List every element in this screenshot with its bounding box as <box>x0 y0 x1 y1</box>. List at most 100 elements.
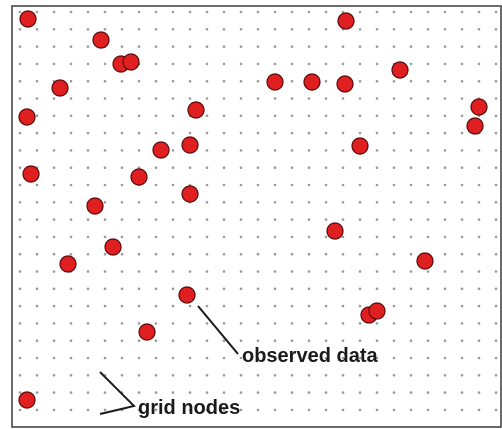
grid-node <box>290 252 294 256</box>
grid-node <box>358 322 362 325</box>
grid-node <box>69 97 73 100</box>
grid-node <box>409 114 413 118</box>
grid-node <box>341 391 345 394</box>
grid-node <box>35 10 39 14</box>
grid-node <box>103 391 107 394</box>
grid-node <box>307 391 311 394</box>
grid-node <box>392 391 396 394</box>
grid-node <box>494 28 498 31</box>
grid-node <box>290 408 294 412</box>
grid-node <box>273 339 277 343</box>
grid-node <box>120 252 124 256</box>
observed-data-point <box>181 185 199 203</box>
grid-node <box>324 45 328 48</box>
grid-node <box>477 304 481 308</box>
grid-node <box>137 97 141 100</box>
grid-node <box>103 322 107 325</box>
grid-node <box>307 304 311 308</box>
grid-node <box>120 79 124 83</box>
grid-node <box>392 252 396 256</box>
grid-node <box>120 287 124 291</box>
grid-node <box>256 408 260 412</box>
grid-node <box>358 183 362 187</box>
grid-node <box>103 201 107 204</box>
grid-node <box>324 356 328 360</box>
grid-node <box>86 28 90 31</box>
grid-node <box>375 131 379 135</box>
grid-node <box>256 97 260 100</box>
observed-data-point <box>326 222 344 240</box>
grid-node <box>256 10 260 14</box>
grid-node <box>239 97 243 100</box>
grid-node <box>341 356 345 360</box>
grid-node <box>375 356 379 360</box>
grid-node <box>324 28 328 31</box>
grid-node <box>273 304 277 308</box>
grid-node <box>477 356 481 360</box>
grid-node <box>494 374 498 377</box>
grid-node <box>103 252 107 256</box>
grid-node <box>256 183 260 187</box>
grid-node <box>460 252 464 256</box>
grid-node <box>477 322 481 325</box>
grid-node <box>443 252 447 256</box>
grid-node <box>86 270 90 273</box>
grid-node <box>341 149 345 152</box>
grid-node <box>273 201 277 204</box>
grid-node <box>409 391 413 394</box>
grid-node <box>375 322 379 325</box>
grid-node <box>307 97 311 100</box>
grid-node <box>188 391 192 394</box>
grid-node <box>426 322 430 325</box>
grid-node <box>307 28 311 31</box>
grid-node <box>443 79 447 83</box>
grid-node <box>460 270 464 273</box>
grid-node <box>86 235 90 239</box>
grid-node <box>239 149 243 152</box>
grid-node <box>171 149 175 152</box>
grid-node <box>188 374 192 377</box>
grid-node <box>137 374 141 377</box>
grid-node <box>273 131 277 135</box>
grid-node <box>35 131 39 135</box>
grid-node <box>18 166 22 169</box>
grid-node <box>494 131 498 135</box>
grid-node <box>171 218 175 221</box>
grid-node <box>273 97 277 100</box>
grid-node <box>205 149 209 152</box>
grid-node <box>154 183 158 187</box>
grid-node <box>120 304 124 308</box>
grid-node <box>477 10 481 14</box>
grid-node <box>494 252 498 256</box>
grid-node <box>409 131 413 135</box>
grid-node <box>120 218 124 221</box>
grid-node <box>290 62 294 66</box>
grid-node <box>35 252 39 256</box>
grid-node <box>205 10 209 14</box>
grid-node <box>426 10 430 14</box>
grid-node <box>443 374 447 377</box>
grid-node <box>18 62 22 66</box>
grid-node <box>307 339 311 343</box>
grid-node <box>86 97 90 100</box>
observed-data-point <box>368 302 386 320</box>
grid-node <box>205 356 209 360</box>
grid-node <box>86 374 90 377</box>
grid-node <box>137 166 141 169</box>
grid-node <box>205 322 209 325</box>
grid-node <box>86 391 90 394</box>
grid-node <box>324 391 328 394</box>
grid-node <box>222 356 226 360</box>
grid-node <box>426 218 430 221</box>
grid-node <box>341 374 345 377</box>
grid-node <box>86 114 90 118</box>
grid-node <box>256 114 260 118</box>
grid-node <box>18 356 22 360</box>
grid-node <box>290 10 294 14</box>
grid-node <box>392 97 396 100</box>
grid-node <box>426 374 430 377</box>
grid-node <box>426 270 430 273</box>
grid-node <box>460 339 464 343</box>
grid-node <box>222 97 226 100</box>
grid-node <box>222 10 226 14</box>
